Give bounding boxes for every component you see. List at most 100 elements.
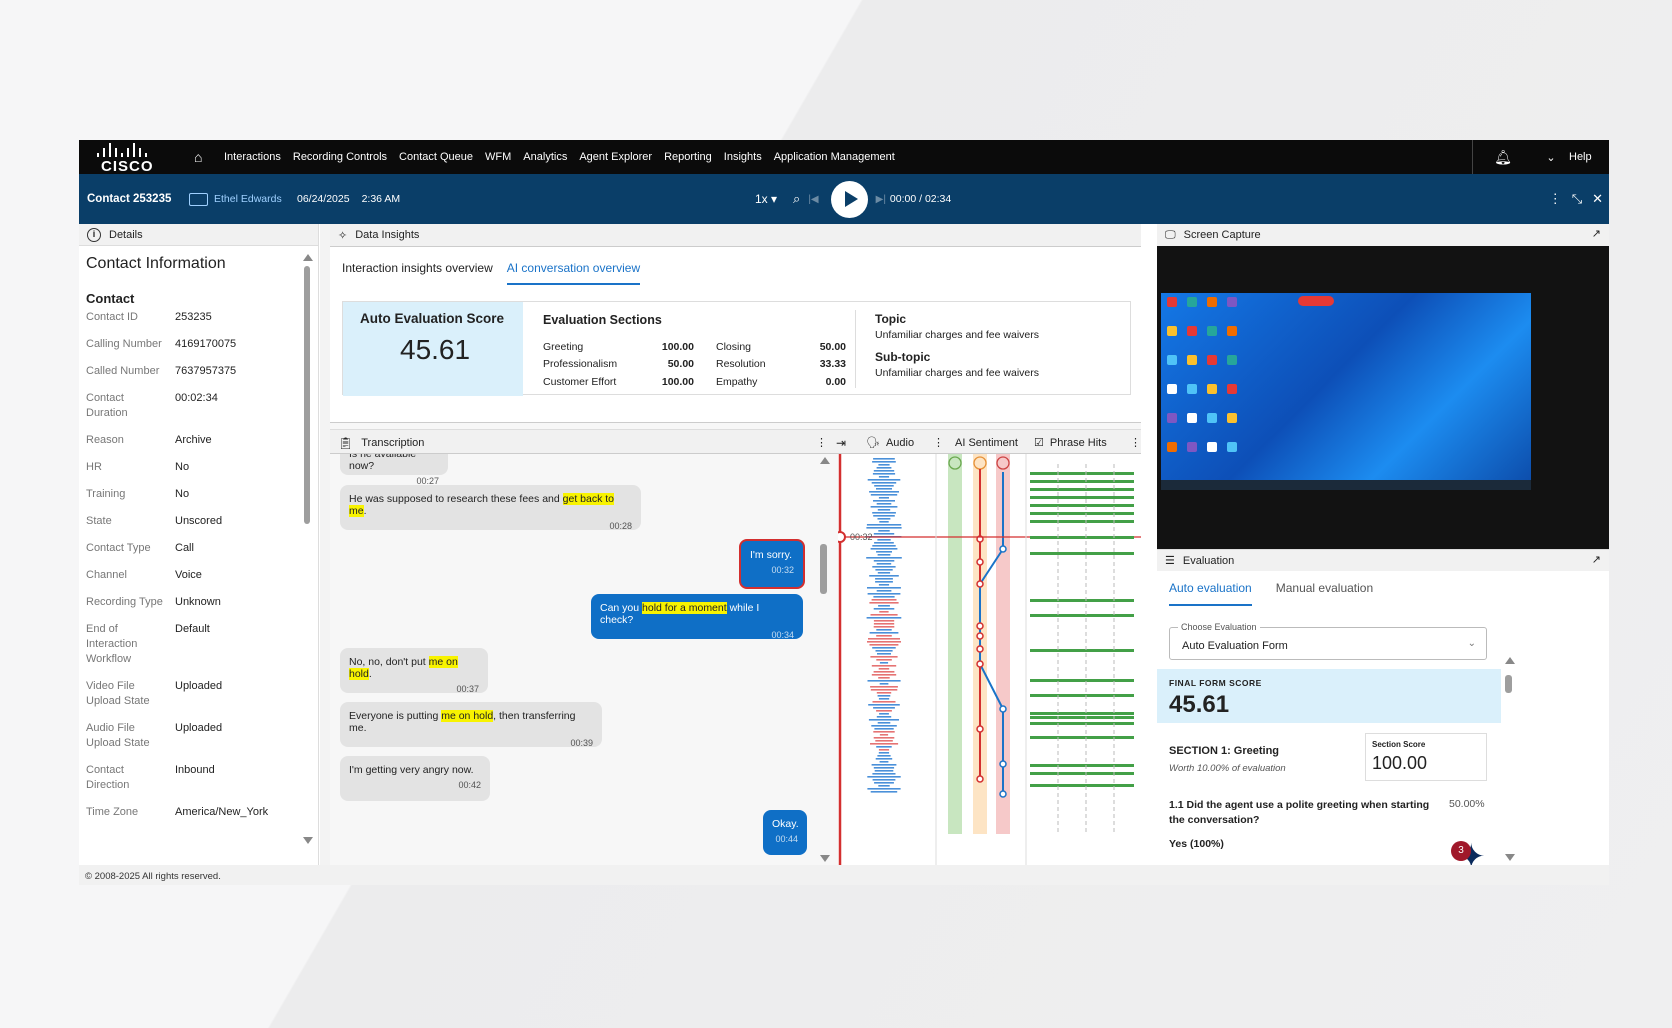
- scroll-up-icon[interactable]: [303, 254, 313, 261]
- cursor-handle[interactable]: [834, 531, 846, 543]
- scroll-up-icon[interactable]: [1505, 657, 1515, 664]
- align-icon[interactable]: ⇥: [836, 435, 847, 450]
- audio-sentiment-visualization[interactable]: 00:32: [834, 454, 1141, 865]
- message-bubble-selected[interactable]: I'm sorry. 00:32: [739, 539, 805, 589]
- scroll-thumb[interactable]: [820, 544, 827, 594]
- scroll-down-icon[interactable]: [820, 855, 830, 862]
- message-bubble[interactable]: He was supposed to research these fees a…: [340, 485, 641, 531]
- phrase-hits-toggle[interactable]: ☑︎ Phrase Hits: [1034, 430, 1107, 455]
- question-answer[interactable]: Yes (100%): [1169, 838, 1224, 850]
- phrase-hit-bar[interactable]: [1030, 599, 1134, 602]
- waveform-bar: [878, 476, 890, 478]
- audio-toggle[interactable]: 🗣︎ Audio: [866, 430, 914, 455]
- transcription-menu-icon[interactable]: ⋮: [816, 437, 827, 449]
- phrase-hit-bar[interactable]: [1030, 488, 1134, 491]
- nav-wfm[interactable]: WFM: [485, 151, 512, 163]
- nav-interactions[interactable]: Interactions: [224, 151, 281, 163]
- scroll-thumb[interactable]: [304, 266, 310, 524]
- phrase-hit-bar[interactable]: [1030, 496, 1134, 499]
- phrase-hit-bar[interactable]: [1030, 722, 1134, 725]
- waveform-bar: [867, 587, 901, 589]
- phrase-hit-bar[interactable]: [1030, 679, 1134, 682]
- message-bubble[interactable]: Okay. 00:44: [763, 810, 807, 855]
- ai-sentiment-toggle[interactable]: AI Sentiment: [955, 430, 1018, 455]
- bell-icon[interactable]: 🔔︎: [1494, 148, 1512, 165]
- phrase-hit-bar[interactable]: [1030, 772, 1134, 775]
- message-bubble[interactable]: Is he available now? 00:27: [340, 454, 448, 486]
- choose-evaluation-select[interactable]: Choose Evaluation Auto Evaluation Form ⌄: [1169, 622, 1487, 660]
- nav-recording-controls[interactable]: Recording Controls: [292, 151, 388, 163]
- phrase-hit-bar[interactable]: [1030, 504, 1134, 507]
- nav-agent-explorer[interactable]: Agent Explorer: [579, 151, 653, 163]
- desktop-icon: [1227, 326, 1237, 336]
- speed-select[interactable]: 1x ▾: [755, 192, 778, 206]
- nav-analytics[interactable]: Analytics: [523, 151, 568, 163]
- phrase-hit-bar[interactable]: [1030, 536, 1134, 539]
- phrase-highlight[interactable]: hold for a moment: [642, 602, 727, 614]
- more-vertical-icon[interactable]: ⋮: [1548, 191, 1562, 206]
- nav-contact-queue[interactable]: Contact Queue: [399, 151, 474, 163]
- phrase-hit-bar[interactable]: [1030, 512, 1134, 515]
- evaluation-scrollbar[interactable]: [1503, 657, 1515, 861]
- tab-auto-evaluation[interactable]: Auto evaluation: [1169, 581, 1252, 606]
- phrase-hit-bar[interactable]: [1030, 480, 1134, 483]
- external-link-icon[interactable]: ↗: [1591, 554, 1601, 566]
- nav-application-management[interactable]: Application Management: [773, 151, 895, 163]
- help-link[interactable]: Help: [1569, 151, 1592, 163]
- phrase-hit-bar[interactable]: [1030, 552, 1134, 555]
- nav-insights[interactable]: Insights: [723, 151, 762, 163]
- play-button[interactable]: [830, 180, 868, 218]
- scroll-down-icon[interactable]: [303, 837, 313, 844]
- audio-menu-icon[interactable]: ⋮: [933, 437, 944, 449]
- phrase-hit-bar[interactable]: [1030, 520, 1134, 523]
- waveform-bar: [878, 749, 890, 751]
- cisco-logo[interactable]: CISCO: [79, 140, 194, 175]
- tab-ai-conversation[interactable]: AI conversation overview: [506, 261, 641, 285]
- nav-reporting[interactable]: Reporting: [664, 151, 712, 163]
- waveform-bar: [868, 638, 900, 640]
- waveform-bar: [873, 470, 895, 472]
- skip-forward-icon[interactable]: ▶|: [875, 193, 886, 205]
- message-bubble[interactable]: I'm getting very angry now. 00:42: [340, 756, 490, 801]
- message-time: 00:27: [416, 476, 439, 486]
- tab-manual-evaluation[interactable]: Manual evaluation: [1275, 581, 1374, 595]
- scroll-thumb[interactable]: [1505, 675, 1512, 693]
- phrase-hit-bar[interactable]: [1030, 614, 1134, 617]
- transcript-scrollbar[interactable]: [818, 454, 830, 865]
- phrase-hit-bar[interactable]: [1030, 694, 1134, 697]
- waveform-bar: [878, 497, 889, 499]
- desktop-icon: [1227, 442, 1237, 452]
- home-icon[interactable]: ⌂: [194, 149, 203, 165]
- phrase-hit-bar[interactable]: [1030, 472, 1134, 475]
- phrase-highlight[interactable]: me on hold: [441, 710, 494, 722]
- agent-link[interactable]: Ethel Edwards: [189, 192, 297, 206]
- section-score-box: Section Score 100.00: [1365, 733, 1487, 781]
- phrase-hit-bar[interactable]: [1030, 784, 1134, 787]
- tab-interaction-insights[interactable]: Interaction insights overview: [342, 261, 493, 275]
- scroll-up-icon[interactable]: [820, 457, 830, 464]
- zoom-icon[interactable]: ⌕: [793, 191, 801, 206]
- screen-capture-video[interactable]: [1157, 246, 1609, 549]
- phrase-hit-bar[interactable]: [1030, 712, 1134, 715]
- panel-splitter[interactable]: [320, 224, 330, 865]
- waveform-bar: [876, 710, 892, 712]
- close-icon[interactable]: ✕: [1592, 191, 1603, 206]
- phrase-hit-bar[interactable]: [1030, 716, 1134, 719]
- details-scrollbar[interactable]: [301, 254, 313, 844]
- phrase-hit-bar[interactable]: [1030, 649, 1134, 652]
- waveform-bar: [867, 593, 901, 595]
- chevron-down-icon[interactable]: ⌄: [1546, 151, 1556, 164]
- skip-back-icon[interactable]: |◀: [808, 193, 819, 205]
- phrase-hit-bar[interactable]: [1030, 736, 1134, 739]
- scroll-down-icon[interactable]: [1505, 854, 1515, 861]
- phrase-menu-icon[interactable]: ⋮: [1130, 437, 1141, 449]
- phrase-hit-bar[interactable]: [1030, 764, 1134, 767]
- external-link-icon[interactable]: ↗: [1591, 228, 1601, 240]
- desktop-icon: [1207, 413, 1217, 423]
- message-bubble[interactable]: Everyone is putting me on hold, then tra…: [340, 702, 602, 748]
- desktop-icon: [1187, 297, 1197, 307]
- sad-face-icon: [996, 456, 1010, 470]
- message-bubble[interactable]: No, no, don't put me on hold. 00:37: [340, 648, 488, 694]
- message-bubble[interactable]: Can you hold for a moment while I check?…: [591, 594, 803, 640]
- minimize-icon[interactable]: ⤡: [1571, 191, 1583, 206]
